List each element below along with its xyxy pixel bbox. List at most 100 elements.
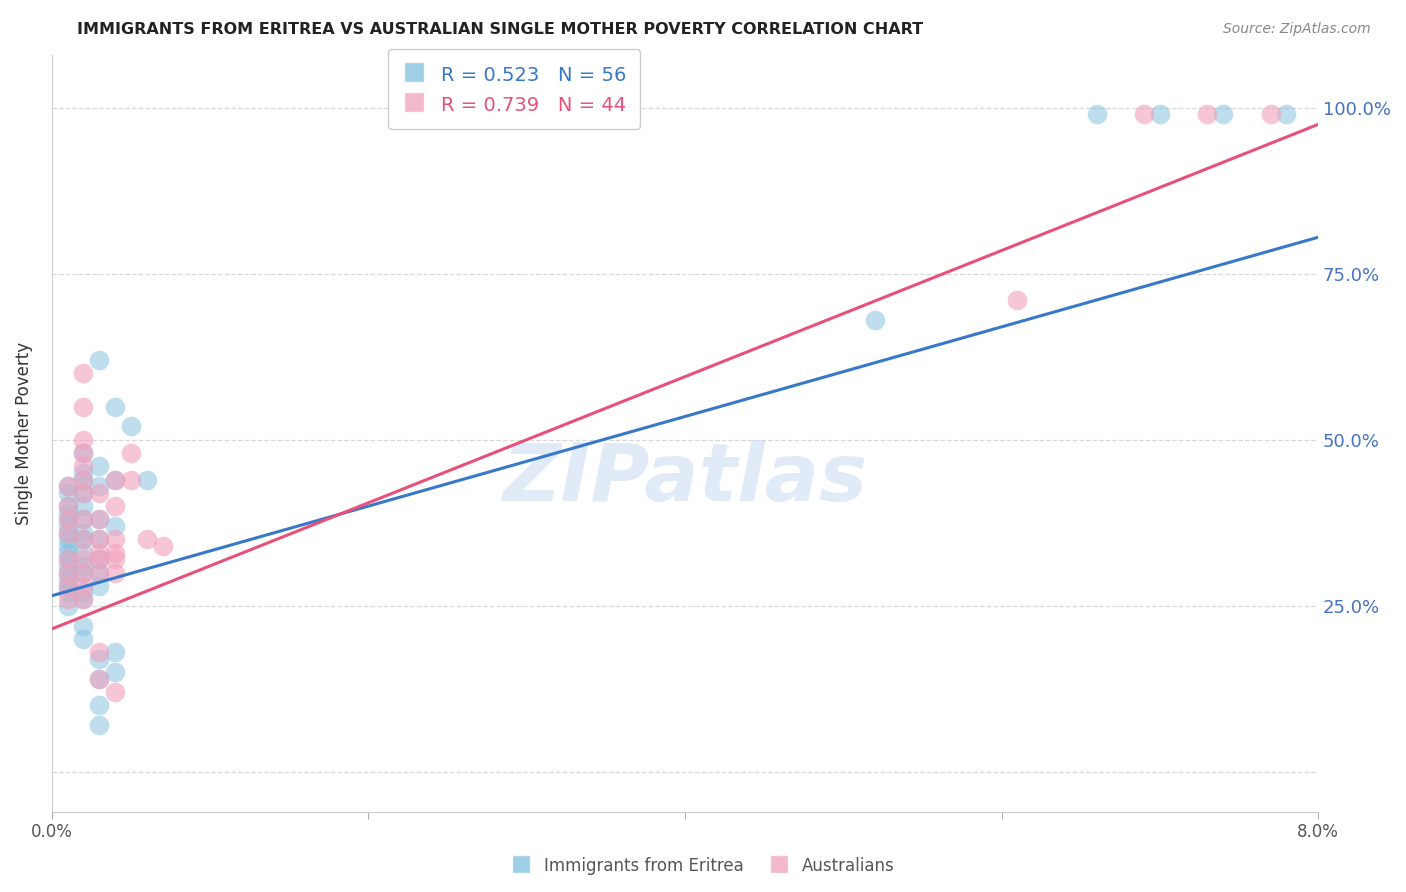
Australians <box>56 512 79 526</box>
Immigrants from Eritrea <box>72 512 94 526</box>
Australians <box>56 525 79 540</box>
Australians <box>56 552 79 566</box>
Immigrants from Eritrea <box>56 486 79 500</box>
Immigrants from Eritrea <box>72 632 94 646</box>
Immigrants from Eritrea <box>120 419 142 434</box>
Australians <box>72 400 94 414</box>
Text: IMMIGRANTS FROM ERITREA VS AUSTRALIAN SINGLE MOTHER POVERTY CORRELATION CHART: IMMIGRANTS FROM ERITREA VS AUSTRALIAN SI… <box>77 22 924 37</box>
Australians <box>89 512 111 526</box>
Immigrants from Eritrea <box>72 618 94 632</box>
Immigrants from Eritrea <box>72 473 94 487</box>
Immigrants from Eritrea <box>72 466 94 480</box>
Immigrants from Eritrea <box>1085 107 1108 121</box>
Australians <box>72 512 94 526</box>
Immigrants from Eritrea <box>56 572 79 586</box>
Legend: R = 0.523   N = 56, R = 0.739   N = 44: R = 0.523 N = 56, R = 0.739 N = 44 <box>388 49 640 129</box>
Australians <box>72 566 94 580</box>
Immigrants from Eritrea <box>863 313 886 327</box>
Immigrants from Eritrea <box>56 566 79 580</box>
Immigrants from Eritrea <box>72 499 94 513</box>
Immigrants from Eritrea <box>1149 107 1171 121</box>
Australians <box>72 579 94 593</box>
Immigrants from Eritrea <box>72 592 94 607</box>
Australians <box>104 473 127 487</box>
Immigrants from Eritrea <box>56 525 79 540</box>
Immigrants from Eritrea <box>89 718 111 732</box>
Australians <box>104 546 127 560</box>
Immigrants from Eritrea <box>89 698 111 713</box>
Immigrants from Eritrea <box>56 479 79 493</box>
Immigrants from Eritrea <box>72 566 94 580</box>
Australians <box>56 592 79 607</box>
Australians <box>89 552 111 566</box>
Immigrants from Eritrea <box>104 473 127 487</box>
Australians <box>72 486 94 500</box>
Immigrants from Eritrea <box>56 552 79 566</box>
Australians <box>72 367 94 381</box>
Immigrants from Eritrea <box>104 400 127 414</box>
Immigrants from Eritrea <box>104 645 127 659</box>
Immigrants from Eritrea <box>104 665 127 679</box>
Legend: Immigrants from Eritrea, Australians: Immigrants from Eritrea, Australians <box>502 847 904 884</box>
Immigrants from Eritrea <box>72 525 94 540</box>
Immigrants from Eritrea <box>89 459 111 474</box>
Australians <box>104 685 127 699</box>
Immigrants from Eritrea <box>89 566 111 580</box>
Australians <box>104 552 127 566</box>
Australians <box>72 592 94 607</box>
Australians <box>1007 293 1029 308</box>
Immigrants from Eritrea <box>56 512 79 526</box>
Australians <box>89 645 111 659</box>
Australians <box>56 579 79 593</box>
Australians <box>1260 107 1282 121</box>
Immigrants from Eritrea <box>72 446 94 460</box>
Australians <box>72 552 94 566</box>
Immigrants from Eritrea <box>72 546 94 560</box>
Australians <box>72 433 94 447</box>
Immigrants from Eritrea <box>1212 107 1234 121</box>
Australians <box>1133 107 1156 121</box>
Australians <box>72 533 94 547</box>
Immigrants from Eritrea <box>56 599 79 613</box>
Australians <box>89 546 111 560</box>
Immigrants from Eritrea <box>56 499 79 513</box>
Immigrants from Eritrea <box>135 473 157 487</box>
Immigrants from Eritrea <box>89 672 111 686</box>
Immigrants from Eritrea <box>56 558 79 573</box>
Australians <box>56 479 79 493</box>
Immigrants from Eritrea <box>89 533 111 547</box>
Text: ZIPatlas: ZIPatlas <box>502 440 868 517</box>
Immigrants from Eritrea <box>56 539 79 553</box>
Immigrants from Eritrea <box>56 533 79 547</box>
Immigrants from Eritrea <box>72 533 94 547</box>
Text: Source: ZipAtlas.com: Source: ZipAtlas.com <box>1223 22 1371 37</box>
Australians <box>104 499 127 513</box>
Australians <box>135 533 157 547</box>
Immigrants from Eritrea <box>56 585 79 599</box>
Immigrants from Eritrea <box>89 512 111 526</box>
Immigrants from Eritrea <box>89 552 111 566</box>
Australians <box>72 446 94 460</box>
Australians <box>152 539 174 553</box>
Australians <box>1197 107 1219 121</box>
Australians <box>56 499 79 513</box>
Australians <box>89 566 111 580</box>
Immigrants from Eritrea <box>104 519 127 533</box>
Immigrants from Eritrea <box>1275 107 1298 121</box>
Immigrants from Eritrea <box>56 506 79 520</box>
Immigrants from Eritrea <box>72 558 94 573</box>
Immigrants from Eritrea <box>56 546 79 560</box>
Australians <box>104 533 127 547</box>
Y-axis label: Single Mother Poverty: Single Mother Poverty <box>15 342 32 524</box>
Immigrants from Eritrea <box>56 579 79 593</box>
Australians <box>56 566 79 580</box>
Australians <box>72 473 94 487</box>
Australians <box>89 672 111 686</box>
Australians <box>89 533 111 547</box>
Immigrants from Eritrea <box>72 585 94 599</box>
Australians <box>120 446 142 460</box>
Immigrants from Eritrea <box>89 353 111 368</box>
Australians <box>120 473 142 487</box>
Australians <box>72 459 94 474</box>
Immigrants from Eritrea <box>89 652 111 666</box>
